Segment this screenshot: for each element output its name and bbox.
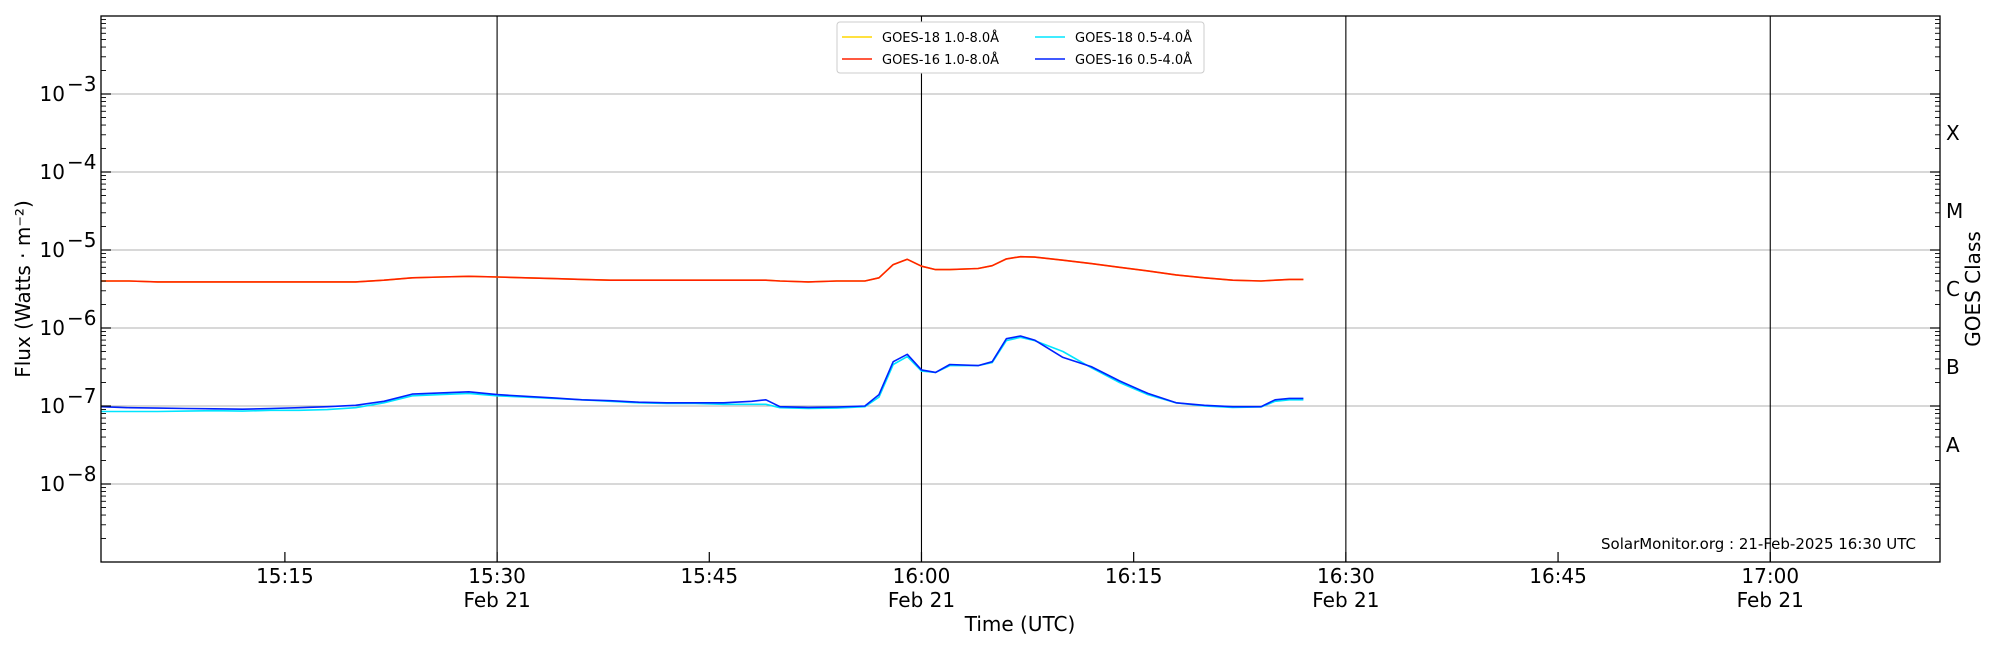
legend: GOES-18 1.0-8.0Å GOES-16 1.0-8.0Å GOES-18 … — [836, 21, 1205, 74]
goes-class-label: B — [1946, 355, 1960, 379]
y-tick-label: 10 — [40, 238, 65, 262]
x-tick-label: 17:00 — [1741, 564, 1799, 588]
y-tick-label: 10 — [40, 82, 65, 106]
goes-class-label: C — [1946, 277, 1960, 301]
x-tick-label: 16:45 — [1529, 564, 1587, 588]
series-lines — [100, 255, 1304, 413]
goes-class-labels: A B C M X — [1946, 121, 1963, 457]
series-line-goes-18-0-5-4-0 — [101, 336, 1304, 413]
series-line-goes-18-1-0-8-0 — [101, 255, 1304, 283]
y-tick-exponent: −3 — [67, 72, 96, 96]
horizontal-gridlines — [101, 93, 1940, 485]
x-tick-date-label: Feb 21 — [1737, 588, 1804, 612]
x-tick-label: 16:30 — [1317, 564, 1375, 588]
day-marker-lines — [496, 16, 1771, 562]
y-tick-labels: 10−810−710−610−510−410−3 — [40, 72, 97, 496]
series-line-goes-16-1-0-8-0 — [101, 255, 1304, 283]
legend-label: GOES-18 1.0-8.0Å — [882, 30, 999, 46]
x-tick-date-label: Feb 21 — [463, 588, 530, 612]
x-tick-date-label: Feb 21 — [1312, 588, 1379, 612]
y-axis-title: Flux (Watts · m⁻²) — [11, 200, 35, 378]
y-tick-exponent: −8 — [67, 462, 96, 486]
legend-label: GOES-16 0.5-4.0Å — [1075, 52, 1192, 68]
goes-class-label: X — [1946, 121, 1960, 145]
x-tick-label: 15:15 — [256, 564, 314, 588]
credit-text: SolarMonitor.org : 21-Feb-2025 16:30 UTC — [1601, 535, 1916, 553]
series-line-goes-16-0-5-4-0 — [100, 335, 1304, 411]
x-tick-label: 16:00 — [893, 564, 951, 588]
y-tick-exponent: −6 — [67, 306, 96, 330]
y-tick-exponent: −7 — [67, 384, 96, 408]
axis-ticks — [101, 19, 1940, 562]
goes-class-label: M — [1946, 199, 1963, 223]
y-tick-label: 10 — [40, 160, 65, 184]
y-tick-label: 10 — [40, 316, 65, 340]
x-tick-label: 15:45 — [680, 564, 738, 588]
x-tick-label: 16:15 — [1105, 564, 1163, 588]
legend-label: GOES-16 1.0-8.0Å — [882, 52, 999, 68]
goes-class-label: A — [1946, 433, 1960, 457]
y-tick-label: 10 — [40, 472, 65, 496]
y-tick-exponent: −4 — [67, 150, 96, 174]
y-tick-label: 10 — [40, 394, 65, 418]
legend-label: GOES-18 0.5-4.0Å — [1075, 30, 1192, 46]
legend-box — [836, 21, 1205, 74]
x-axis-title: Time (UTC) — [964, 612, 1076, 636]
x-tick-date-label: Feb 21 — [888, 588, 955, 612]
x-tick-label: 15:30 — [468, 564, 526, 588]
plot-frame — [100, 15, 1941, 563]
y-tick-exponent: −5 — [67, 228, 96, 252]
right-axis-title: GOES Class — [1961, 231, 1985, 347]
